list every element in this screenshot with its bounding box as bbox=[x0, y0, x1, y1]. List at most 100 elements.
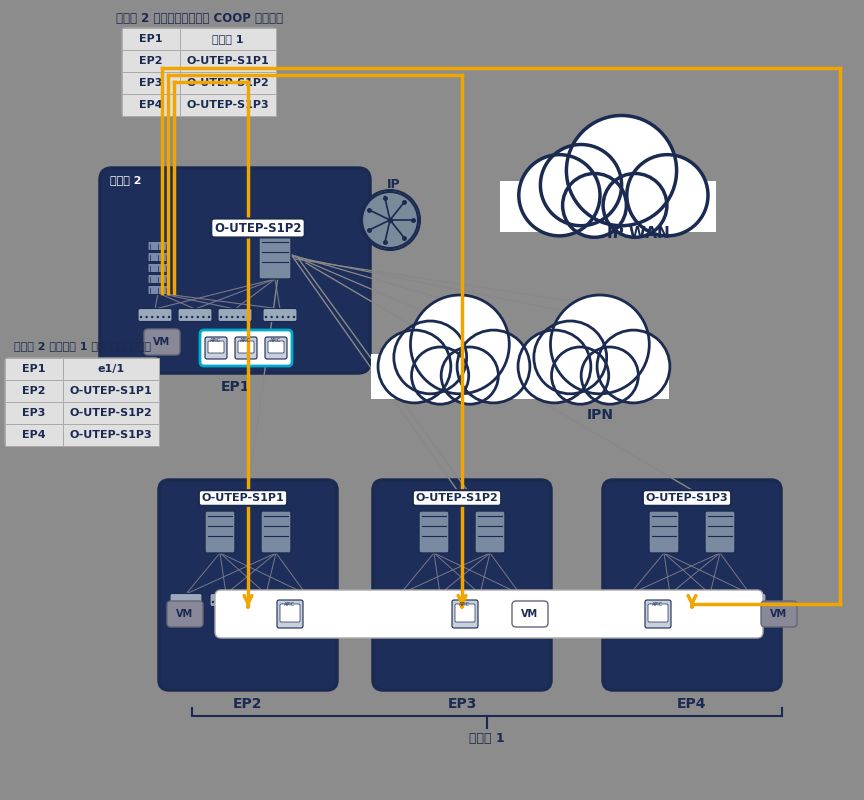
Circle shape bbox=[682, 601, 684, 603]
FancyBboxPatch shape bbox=[419, 511, 449, 553]
FancyBboxPatch shape bbox=[280, 604, 300, 622]
FancyBboxPatch shape bbox=[208, 341, 224, 353]
Circle shape bbox=[242, 316, 245, 318]
FancyBboxPatch shape bbox=[277, 600, 303, 628]
Text: APIC: APIC bbox=[460, 602, 471, 606]
Circle shape bbox=[282, 316, 284, 318]
Circle shape bbox=[626, 154, 708, 236]
FancyBboxPatch shape bbox=[649, 511, 679, 553]
Text: VM: VM bbox=[176, 609, 194, 619]
Circle shape bbox=[302, 601, 305, 603]
Circle shape bbox=[397, 601, 398, 603]
Text: EP3: EP3 bbox=[448, 697, 477, 711]
Text: VM: VM bbox=[522, 609, 538, 619]
Circle shape bbox=[746, 601, 748, 603]
Circle shape bbox=[711, 601, 714, 603]
Circle shape bbox=[292, 601, 295, 603]
Circle shape bbox=[666, 601, 669, 603]
Circle shape bbox=[757, 601, 759, 603]
Circle shape bbox=[180, 316, 182, 318]
FancyBboxPatch shape bbox=[238, 341, 254, 353]
FancyBboxPatch shape bbox=[159, 480, 337, 690]
Circle shape bbox=[661, 601, 664, 603]
FancyBboxPatch shape bbox=[263, 309, 297, 322]
Circle shape bbox=[632, 601, 634, 603]
Circle shape bbox=[626, 601, 629, 603]
Text: EP1: EP1 bbox=[139, 34, 162, 44]
Circle shape bbox=[222, 601, 225, 603]
Circle shape bbox=[197, 316, 199, 318]
FancyBboxPatch shape bbox=[259, 237, 291, 279]
FancyBboxPatch shape bbox=[100, 168, 370, 373]
FancyBboxPatch shape bbox=[178, 309, 212, 322]
FancyBboxPatch shape bbox=[290, 594, 322, 606]
Circle shape bbox=[412, 601, 414, 603]
Circle shape bbox=[187, 601, 190, 603]
FancyBboxPatch shape bbox=[167, 601, 203, 627]
Circle shape bbox=[407, 601, 409, 603]
Text: O-UTEP-S1P2: O-UTEP-S1P2 bbox=[187, 78, 270, 88]
Circle shape bbox=[481, 601, 484, 603]
Bar bbox=[63, 380, 159, 402]
FancyBboxPatch shape bbox=[268, 341, 284, 353]
Circle shape bbox=[621, 601, 624, 603]
Text: IP WAN: IP WAN bbox=[607, 226, 670, 241]
Circle shape bbox=[251, 601, 254, 603]
Circle shape bbox=[267, 601, 270, 603]
FancyBboxPatch shape bbox=[250, 594, 282, 606]
FancyBboxPatch shape bbox=[464, 594, 496, 606]
Text: リーフ 1: リーフ 1 bbox=[213, 34, 244, 44]
FancyBboxPatch shape bbox=[373, 480, 551, 690]
Circle shape bbox=[227, 601, 230, 603]
Text: EP1: EP1 bbox=[220, 380, 250, 394]
Text: O-UTEP-S1P2: O-UTEP-S1P2 bbox=[416, 493, 499, 503]
FancyBboxPatch shape bbox=[148, 253, 168, 262]
FancyBboxPatch shape bbox=[705, 511, 735, 553]
FancyBboxPatch shape bbox=[261, 511, 291, 553]
Circle shape bbox=[603, 174, 667, 238]
FancyBboxPatch shape bbox=[384, 594, 416, 606]
Circle shape bbox=[257, 601, 259, 603]
Text: EP4: EP4 bbox=[22, 430, 46, 440]
Circle shape bbox=[391, 601, 393, 603]
Circle shape bbox=[516, 601, 518, 603]
Text: VM: VM bbox=[154, 337, 170, 347]
Circle shape bbox=[521, 601, 524, 603]
Circle shape bbox=[526, 601, 529, 603]
FancyBboxPatch shape bbox=[170, 594, 202, 606]
Circle shape bbox=[466, 601, 468, 603]
Circle shape bbox=[248, 316, 251, 318]
Circle shape bbox=[378, 330, 451, 403]
Circle shape bbox=[551, 347, 609, 404]
Circle shape bbox=[431, 601, 434, 603]
FancyBboxPatch shape bbox=[215, 590, 763, 638]
Text: e1/1: e1/1 bbox=[98, 364, 124, 374]
Circle shape bbox=[262, 601, 264, 603]
Text: EP4: EP4 bbox=[677, 697, 707, 711]
Text: EP3: EP3 bbox=[22, 408, 46, 418]
Circle shape bbox=[362, 192, 418, 248]
Circle shape bbox=[232, 601, 235, 603]
Bar bbox=[122, 50, 180, 72]
Circle shape bbox=[219, 316, 222, 318]
Bar bbox=[5, 424, 63, 446]
Text: EP3: EP3 bbox=[139, 78, 162, 88]
Text: EP4: EP4 bbox=[139, 100, 162, 110]
Circle shape bbox=[505, 601, 508, 603]
Text: APIC: APIC bbox=[211, 338, 221, 343]
Circle shape bbox=[532, 601, 534, 603]
Circle shape bbox=[518, 154, 600, 236]
FancyBboxPatch shape bbox=[694, 594, 726, 606]
Circle shape bbox=[182, 601, 185, 603]
Circle shape bbox=[442, 601, 444, 603]
Circle shape bbox=[231, 316, 233, 318]
Circle shape bbox=[168, 316, 170, 318]
Circle shape bbox=[701, 601, 703, 603]
Circle shape bbox=[637, 601, 639, 603]
Circle shape bbox=[696, 601, 698, 603]
Text: EP1: EP1 bbox=[22, 364, 46, 374]
Text: EP2: EP2 bbox=[22, 386, 46, 396]
Circle shape bbox=[402, 601, 403, 603]
Circle shape bbox=[616, 601, 619, 603]
FancyBboxPatch shape bbox=[5, 358, 159, 446]
